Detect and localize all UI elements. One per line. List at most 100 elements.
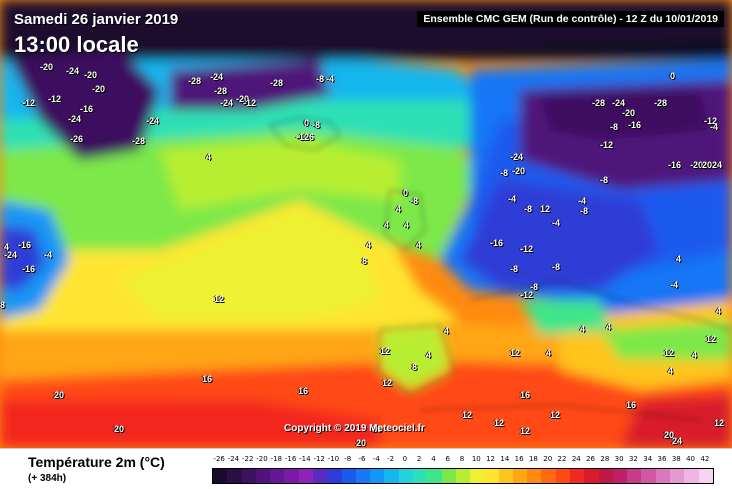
temperature-value-label: -16 — [628, 120, 642, 130]
color-scale-swatch — [427, 469, 442, 483]
temperature-value-label: 12 — [510, 348, 521, 358]
temperature-value-label: 16 — [202, 374, 213, 384]
color-scale-tick-label: 24 — [571, 455, 581, 463]
temperature-value-label: -8 — [580, 206, 589, 216]
color-scale-tick-label: 40 — [686, 455, 696, 463]
color-scale-tick-label: 30 — [614, 455, 624, 463]
temperature-value-label: 16 — [520, 390, 531, 400]
temperature-value-label: -16 — [22, 264, 36, 274]
color-scale-tick-label: -18 — [270, 455, 282, 463]
color-scale-swatch — [584, 469, 599, 483]
temperature-value-label: 4 — [384, 220, 390, 230]
temperature-value-label: -20 — [690, 160, 704, 170]
temperature-map: Samedi 26 janvier 2019 13:00 locale Ense… — [0, 0, 732, 448]
copyright-notice: Copyright © 2019 Meteociel.fr — [284, 423, 425, 434]
temperature-value-label: -4 — [326, 74, 335, 84]
color-scale-swatch — [370, 469, 385, 483]
temperature-value-label: 12 — [714, 418, 725, 428]
temperature-value-label: 16 — [372, 424, 383, 434]
color-scale-swatch — [270, 469, 285, 483]
temperature-value-label: 8 — [0, 300, 6, 310]
temperature-value-label: -12 — [520, 244, 534, 254]
legend-title: Température 2m (°C) — [28, 454, 165, 470]
temperature-value-label: -24 — [4, 250, 18, 260]
temperature-value-label: 4 — [676, 254, 682, 264]
temperature-value-label: -24 — [66, 66, 80, 76]
color-scale-tick-label: 2 — [416, 455, 422, 463]
temperature-value-label: -12 — [520, 290, 534, 300]
temperature-value-label: -28 — [214, 86, 228, 96]
temperature-value-label: -16 — [668, 160, 682, 170]
color-scale-swatch — [612, 469, 628, 483]
temperature-value-label: -28 — [188, 76, 202, 86]
temperature-value-label: 20 — [114, 424, 125, 434]
temperature-value-label: -24 — [612, 98, 626, 108]
temperature-value-label: 8 — [412, 362, 418, 372]
color-scale-tick-label: 6 — [445, 455, 450, 463]
color-scale-swatch — [527, 469, 542, 483]
temperature-value-label: 4 — [716, 306, 722, 316]
color-scale-tick-label: -10 — [327, 455, 340, 463]
temperature-value-label: 24 — [672, 436, 683, 446]
color-scale-tick-label: 34 — [643, 455, 653, 463]
color-scale-swatch — [241, 469, 256, 483]
color-scale-tick-label: 4 — [431, 455, 436, 463]
temperature-value-label: 4 — [416, 240, 422, 250]
temperature-value-label: -8 — [600, 175, 609, 185]
temperature-value-label: -4 — [578, 196, 587, 206]
color-scale-tick-label: 20 — [543, 455, 553, 463]
temperature-value-label: 2024 — [702, 160, 723, 170]
temperature-value-label: -28 — [654, 98, 668, 108]
color-scale-ticks: -26 -24 -22 -20 -18 -16 -14 -12 -10 -8 -6 -4 -2 0 2 4 6 8… — [212, 455, 712, 465]
color-scale-tick-label: -12 — [313, 455, 325, 463]
color-scale-tick-label: 28 — [600, 455, 610, 463]
color-scale-tick-label: -24 — [227, 455, 240, 463]
color-scale-swatch — [555, 469, 571, 483]
color-scale-swatch — [684, 469, 699, 483]
temperature-value-label: -20 — [40, 62, 54, 72]
temperature-value-label: -12 — [600, 140, 614, 150]
temperature-value-label: 12 — [380, 346, 391, 356]
temperature-value-label: 12 — [550, 410, 561, 420]
temperature-value-label: 12 — [494, 418, 505, 428]
temperature-value-label: -8 — [510, 264, 519, 274]
temperature-value-label: -8 — [552, 262, 561, 272]
temperature-value-label: 0 — [403, 188, 409, 198]
temperature-value-label: -4 — [670, 280, 679, 290]
legend-lead-time: (+ 384h) — [28, 473, 67, 484]
color-scale-tick-label: -22 — [241, 455, 254, 463]
temperature-value-label: -12 — [48, 94, 62, 104]
temperature-value-label: 4 — [580, 324, 586, 334]
color-scale-bar — [212, 468, 714, 484]
model-run-banner: Ensemble CMC GEM (Run de contrôle) - 12 … — [417, 11, 724, 27]
color-scale-tick-label: 22 — [557, 455, 567, 463]
temperature-value-label: -20 — [92, 84, 106, 94]
temperature-value-label: 4 — [396, 204, 402, 214]
temperature-value-label: -26 — [70, 134, 84, 144]
color-scale-swatch — [327, 469, 342, 483]
forecast-time: 13:00 locale — [14, 32, 139, 57]
color-scale-swatch — [312, 469, 328, 483]
color-scale-swatch — [698, 469, 713, 483]
temperature-value-label: -8 — [524, 204, 533, 214]
temperature-value-label: 8 — [362, 256, 368, 266]
temperature-value-label: -8 — [610, 122, 619, 132]
temperature-value-label: 16 — [626, 400, 637, 410]
color-scale-tick-label: -14 — [299, 455, 311, 463]
temperature-value-label: 4 — [444, 326, 450, 336]
temperature-value-label: 4 — [404, 220, 410, 230]
temperature-value-label: -24 — [146, 116, 160, 126]
temperature-value-label: 4 — [692, 350, 698, 360]
temperature-value-label: -28 — [132, 136, 146, 146]
temperature-value-label: 12 — [462, 410, 473, 420]
temperature-value-label: -24 — [68, 114, 82, 124]
temperature-value-label: -12 — [243, 98, 257, 108]
color-scale-tick-label: -2 — [387, 455, 395, 463]
color-scale-swatch — [227, 469, 242, 483]
temperature-value-label: -20 — [236, 94, 250, 104]
color-scale-tick-label: -4 — [372, 455, 380, 463]
color-scale-swatch — [441, 469, 456, 483]
color-scale-swatch — [341, 469, 356, 483]
temperature-value-label: -8 — [312, 120, 321, 130]
color-scale-swatch — [598, 469, 613, 483]
